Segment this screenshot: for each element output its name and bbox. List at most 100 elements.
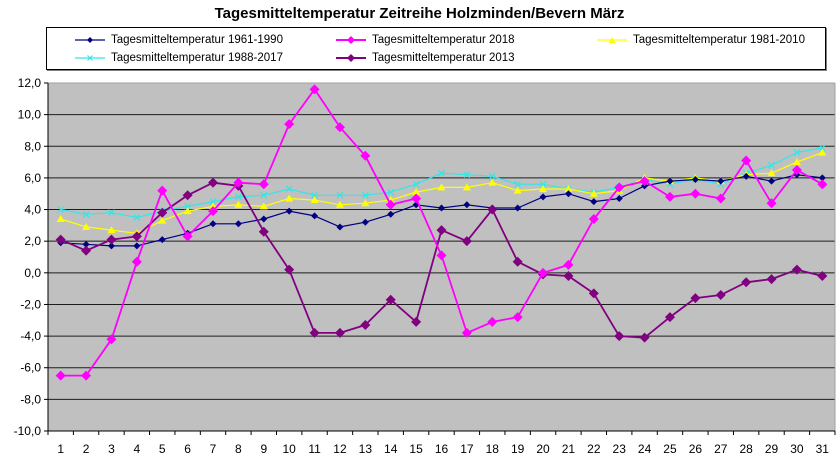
data-point-diamond xyxy=(133,242,141,250)
data-point-diamond xyxy=(309,327,320,338)
x-tick-label: 9 xyxy=(260,442,267,456)
data-point-triangle xyxy=(285,194,294,202)
legend-label: Tagesmitteltemperatur 2018 xyxy=(372,34,515,46)
legend-item-1981-2010: Tagesmitteltemperatur 1981-2010 xyxy=(597,32,805,48)
data-point-x xyxy=(133,214,141,221)
data-point-diamond xyxy=(664,191,675,202)
chart-title: Tagesmitteltemperatur Zeitreihe Holzmind… xyxy=(214,5,625,22)
data-point-triangle xyxy=(82,222,91,230)
x-tick-label: 11 xyxy=(308,442,321,456)
data-point-triangle xyxy=(158,216,167,224)
x-tick-label: 8 xyxy=(235,442,242,456)
data-point-triangle xyxy=(462,183,471,191)
x-tick-label: 15 xyxy=(409,442,423,456)
x-tick-label: 26 xyxy=(689,442,703,456)
data-point-diamond xyxy=(260,215,268,223)
data-point-triangle xyxy=(107,226,116,234)
data-point-diamond xyxy=(487,316,498,327)
y-tick-label: -10,0 xyxy=(14,424,42,438)
x-tick-label: 22 xyxy=(587,442,601,456)
x-axis: 1 2 3 4 5 6 7 8 9 10 11 12 13 14 15 16 17 18 19 20 21 22 23 24 2… xyxy=(47,430,836,456)
legend-item-1961-1990: Tagesmitteltemperatur 1961-1990 xyxy=(75,32,283,48)
data-point-diamond xyxy=(311,212,319,220)
data-point-diamond xyxy=(766,198,777,209)
x-tick-label: 19 xyxy=(511,442,525,456)
data-point-diamond xyxy=(360,320,371,331)
legend-marker-diamond-magenta-icon xyxy=(336,36,366,44)
data-point-x xyxy=(336,191,344,199)
data-point-diamond xyxy=(360,150,371,161)
x-tick-label: 16 xyxy=(435,442,449,456)
data-point-diamond xyxy=(563,259,574,270)
data-point-diamond xyxy=(106,234,117,245)
data-point-diamond xyxy=(791,165,802,175)
data-point-diamond xyxy=(512,256,523,267)
data-point-diamond xyxy=(284,119,295,130)
data-point-x xyxy=(57,206,65,213)
data-point-diamond xyxy=(107,242,115,250)
data-point-x xyxy=(768,161,775,169)
y-tick-label: 12,0 xyxy=(18,76,42,90)
x-tick-label: 12 xyxy=(333,442,347,456)
x-tick-label: 20 xyxy=(536,442,550,456)
data-point-diamond xyxy=(691,175,699,183)
data-point-diamond xyxy=(817,179,828,190)
legend-marker-diamond-purple-icon xyxy=(336,54,366,62)
x-tick-label: 3 xyxy=(108,442,115,456)
y-axis: 12,0 10,0 8,0 6,0 4,0 2,0 0,0 -2,0 -4,0 -6,0 -8,0 -… xyxy=(14,76,49,438)
legend-item-1988-2017: Tagesmitteltemperatur 1988-2017 xyxy=(75,50,283,66)
data-point-diamond xyxy=(463,201,471,209)
data-point-x xyxy=(387,188,395,196)
x-tick-label: 7 xyxy=(210,442,217,456)
data-point-triangle xyxy=(767,169,776,177)
legend-label: Tagesmitteltemperatur 1981-2010 xyxy=(633,34,805,46)
data-point-diamond xyxy=(385,199,396,210)
data-point-diamond xyxy=(208,206,219,217)
data-point-diamond xyxy=(614,182,625,193)
data-point-triangle xyxy=(513,186,522,194)
x-tick-label: 31 xyxy=(816,442,830,456)
data-point-diamond xyxy=(81,370,92,381)
data-point-diamond xyxy=(81,245,92,256)
data-point-diamond xyxy=(361,218,369,226)
data-point-diamond xyxy=(666,177,674,185)
x-tick-label: 21 xyxy=(562,442,576,456)
data-point-x xyxy=(285,185,293,193)
data-point-diamond xyxy=(106,334,117,345)
data-point-diamond xyxy=(182,231,193,242)
legend-label: Tagesmitteltemperatur 1961-1990 xyxy=(111,34,283,46)
data-point-triangle xyxy=(589,189,598,197)
y-tick-label: 0,0 xyxy=(24,266,41,280)
legend-label: Tagesmitteltemperatur 2013 xyxy=(372,52,515,64)
data-point-diamond xyxy=(55,370,66,381)
data-point-triangle xyxy=(412,188,421,196)
data-point-diamond xyxy=(233,177,244,188)
legend-marker-x-cyan-icon xyxy=(75,55,105,61)
x-tick-label: 27 xyxy=(714,442,728,456)
data-point-diamond xyxy=(514,204,522,212)
data-point-diamond xyxy=(639,176,650,187)
data-point-triangle xyxy=(437,183,446,191)
x-tick-label: 13 xyxy=(359,442,373,456)
data-point-triangle xyxy=(539,184,548,192)
data-point-diamond xyxy=(690,293,701,304)
y-tick-label: 10,0 xyxy=(18,108,42,122)
data-point-diamond xyxy=(588,214,599,225)
legend-marker-diamond-navy-icon xyxy=(75,37,105,43)
y-tick-label: -2,0 xyxy=(20,297,41,311)
chart-legend: Tagesmitteltemperatur 1961-1990 Tagesmit… xyxy=(46,27,826,70)
data-point-diamond xyxy=(741,155,752,166)
data-point-diamond xyxy=(158,236,166,244)
data-point-x xyxy=(260,191,268,199)
x-tick-label: 28 xyxy=(739,442,753,456)
data-point-x xyxy=(234,193,242,201)
y-tick-label: 4,0 xyxy=(24,203,41,217)
x-tick-label: 23 xyxy=(613,442,627,456)
data-point-diamond xyxy=(639,332,650,343)
x-tick-label: 2 xyxy=(83,442,90,456)
data-point-diamond xyxy=(539,193,547,201)
data-point-x xyxy=(514,180,522,188)
data-point-diamond xyxy=(512,312,523,323)
data-point-x xyxy=(539,180,547,188)
data-point-diamond xyxy=(717,177,725,185)
